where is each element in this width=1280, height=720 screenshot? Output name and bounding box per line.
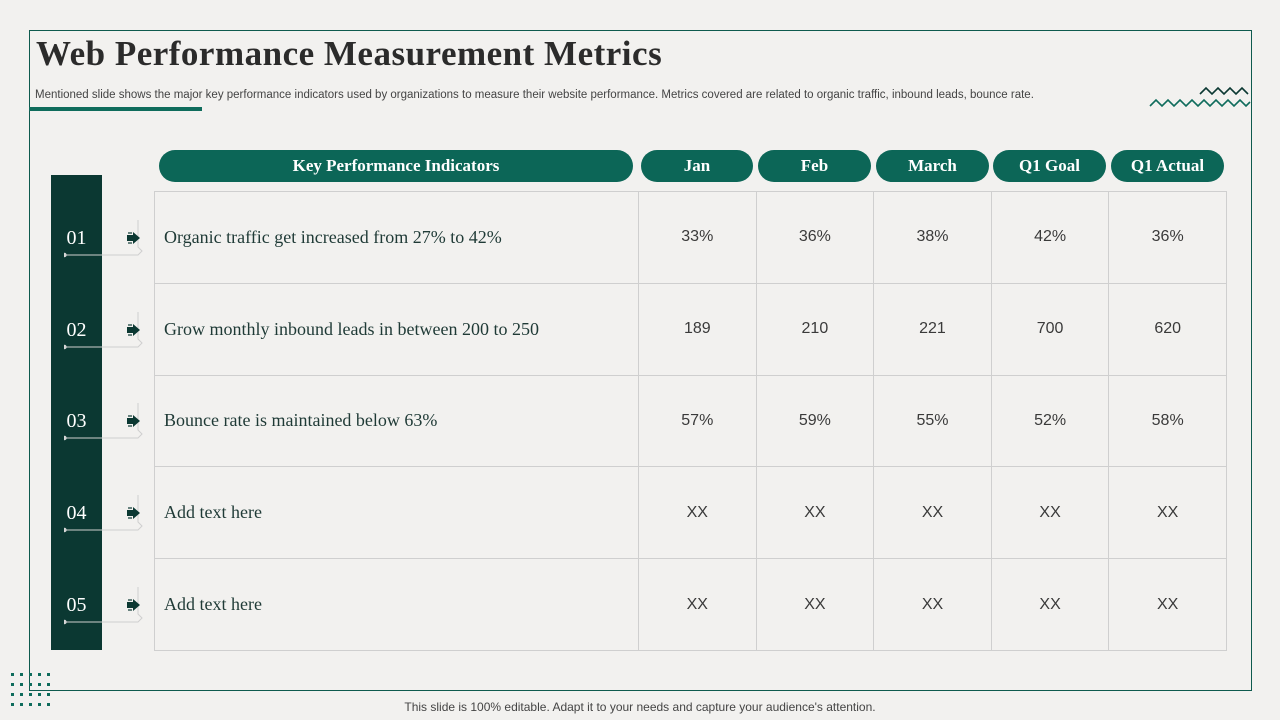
row-number-02: 02 [66,319,87,341]
header-q1-actual: Q1 Actual [1111,150,1224,182]
q1-goal-cell: XX [990,466,1110,560]
row-number-05: 05 [66,594,87,616]
header-feb: Feb [758,150,871,182]
jan-cell: 189 [638,282,757,376]
dot-grid-decoration-icon [11,673,56,713]
jan-cell: XX [638,466,757,560]
q1-actual-cell: 58% [1108,374,1227,468]
slide-footer: This slide is 100% editable. Adapt it to… [404,700,876,714]
arrow-right-icon [127,415,140,427]
row-number-03: 03 [66,410,87,432]
header-jan: Jan [641,150,753,182]
jan-cell: XX [638,558,757,651]
table-row: Organic traffic get increased from 27% t… [154,191,1227,284]
feb-cell: XX [755,466,875,560]
march-cell: XX [873,558,992,651]
feb-cell: 210 [755,282,875,376]
kpi-cell: Bounce rate is maintained below 63% [154,374,639,468]
jan-cell: 33% [638,191,757,284]
row-number-04: 04 [66,502,87,524]
arrow-right-icon [127,324,140,336]
arrow-right-icon [127,232,140,244]
q1-goal-cell: XX [990,558,1110,651]
q1-goal-cell: 52% [990,374,1110,468]
slide-title: Web Performance Measurement Metrics [36,34,663,73]
row-number-01: 01 [66,227,87,249]
march-cell: 38% [873,191,992,284]
q1-goal-cell: 700 [990,282,1110,376]
q1-actual-cell: XX [1108,558,1227,651]
header-march: March [876,150,989,182]
kpi-table: Organic traffic get increased from 27% t… [154,191,1227,651]
jan-cell: 57% [638,374,757,468]
q1-actual-cell: XX [1108,466,1227,560]
slide-frame [29,30,1252,691]
q1-goal-cell: 42% [990,191,1110,284]
table-row: Bounce rate is maintained below 63% 57% … [154,374,1227,468]
header-kpi: Key Performance Indicators [159,150,633,182]
feb-cell: 36% [755,191,875,284]
table-row: Add text here XX XX XX XX XX [154,466,1227,560]
row-number-band [51,175,102,650]
kpi-cell: Add text here [154,558,639,651]
slide-subtitle: Mentioned slide shows the major key perf… [35,89,1034,101]
march-cell: 55% [873,374,992,468]
kpi-cell: Add text here [154,466,639,560]
table-row: Add text here XX XX XX XX XX [154,558,1227,651]
q1-actual-cell: 36% [1108,191,1227,284]
q1-actual-cell: 620 [1108,282,1227,376]
kpi-cell: Grow monthly inbound leads in between 20… [154,282,639,376]
header-q1-goal: Q1 Goal [993,150,1106,182]
feb-cell: 59% [755,374,875,468]
table-row: Grow monthly inbound leads in between 20… [154,282,1227,376]
zigzag-decoration-icon [1149,86,1251,108]
kpi-cell: Organic traffic get increased from 27% t… [154,191,639,284]
feb-cell: XX [755,558,875,651]
arrow-right-icon [127,507,140,519]
march-cell: 221 [873,282,992,376]
arrow-right-icon [127,599,140,611]
title-accent-bar [29,107,202,111]
march-cell: XX [873,466,992,560]
